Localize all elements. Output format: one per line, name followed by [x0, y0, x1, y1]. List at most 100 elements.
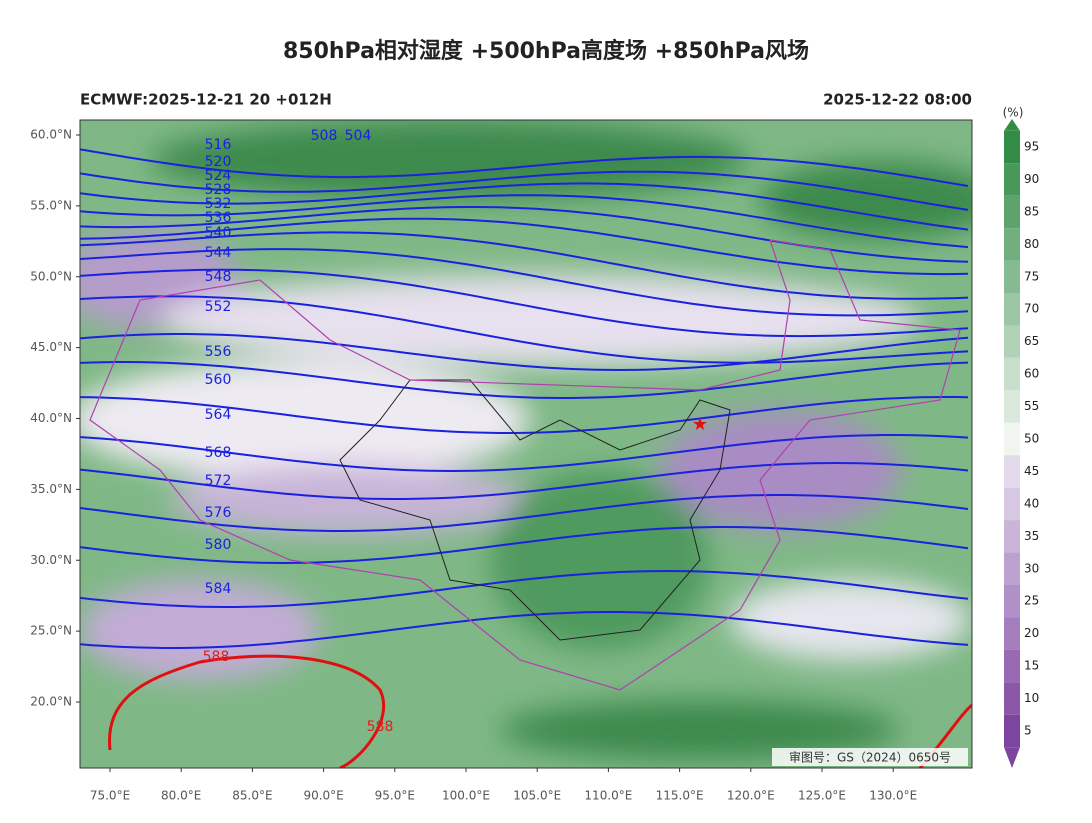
lat-label: 40.0°N [30, 411, 72, 425]
contour-label: 572 [205, 473, 232, 489]
height-contour [80, 268, 969, 338]
height-contour [80, 526, 969, 565]
contour-label: 508 [311, 128, 338, 144]
height-contour [80, 333, 969, 372]
contour-label: 544 [205, 245, 232, 261]
lon-label: 75.0°E [90, 789, 130, 803]
height-contour [80, 396, 969, 434]
contour-label: 556 [205, 344, 232, 360]
contour-labels: 516 520 524 528 532 536 540 544 548 552 … [203, 128, 394, 735]
lon-label: 90.0°E [303, 789, 343, 803]
colorbar-bin [1004, 455, 1020, 488]
height-contour [80, 248, 969, 317]
model-run: ECMWF:2025-12-21 20 +012H [80, 91, 332, 109]
contour-label: 564 [205, 407, 232, 423]
height-contour [80, 217, 969, 276]
colorbar-bin [1004, 649, 1020, 683]
colorbar-bin [1004, 195, 1020, 229]
lon-label: 85.0°E [232, 789, 272, 803]
colorbar-bottom [1004, 747, 1020, 768]
colorbar-bin [1004, 228, 1020, 261]
contour-label: 588 [203, 649, 230, 665]
colorbar-label: 45 [1024, 464, 1039, 478]
lat-label: 20.0°N [30, 695, 72, 709]
height-contour [80, 148, 969, 187]
watermark: 审图号：GS（2024）0650号 [789, 750, 951, 765]
colorbar-bin [1004, 357, 1020, 391]
lon-label: 110.0°E [584, 789, 632, 803]
lon-label: 120.0°E [727, 789, 775, 803]
contour-label: 504 [345, 128, 372, 144]
contour-label: 560 [205, 372, 232, 388]
colorbar-label: 20 [1024, 626, 1039, 640]
lon-label: 115.0°E [656, 789, 704, 803]
colorbar-label: 65 [1024, 334, 1039, 348]
svg-text:★: ★ [692, 414, 708, 435]
contour-label: 540 [205, 225, 232, 241]
colorbar-label: 85 [1024, 204, 1039, 218]
contour-label: 580 [205, 537, 232, 553]
colorbar-bin [1004, 682, 1020, 715]
colorbar-label: 80 [1024, 237, 1039, 251]
lon-label: 105.0°E [513, 789, 561, 803]
colorbar-bin [1004, 422, 1020, 456]
contour-label: 584 [205, 581, 232, 597]
colorbar-label: 30 [1024, 561, 1039, 575]
colorbar-label: 25 [1024, 594, 1039, 608]
lat-label: 55.0°N [30, 198, 72, 212]
colorbar-label: 15 [1024, 659, 1039, 673]
height-contour [80, 569, 969, 608]
colorbar-bin [1004, 714, 1020, 748]
colorbar-label: 5 [1024, 724, 1032, 738]
lon-label: 80.0°E [161, 789, 201, 803]
colorbar-bin [1004, 617, 1020, 650]
lon-label: 125.0°E [798, 789, 846, 803]
colorbar-bin [1004, 130, 1020, 164]
height-contour [80, 361, 969, 399]
lat-label: 30.0°N [30, 553, 72, 567]
height-contour [80, 494, 969, 532]
contour-label: 528 [205, 182, 232, 198]
contour-label: 520 [205, 154, 232, 170]
colorbar-label: 95 [1024, 140, 1039, 154]
colorbar-top [1004, 119, 1020, 131]
contour-label: 568 [205, 445, 232, 461]
lat-label: 35.0°N [30, 482, 72, 496]
colorbar-label: 35 [1024, 529, 1039, 543]
colorbar-bin [1004, 293, 1020, 326]
contour-label: 524 [205, 168, 232, 184]
contour-label: 552 [205, 299, 232, 315]
colorbar-unit: (%) [1003, 106, 1024, 120]
contour-label: 532 [205, 196, 232, 212]
colorbar-label: 75 [1024, 269, 1039, 283]
lat-label: 25.0°N [30, 624, 72, 638]
colorbar-bin [1004, 390, 1020, 423]
colorbar-bin [1004, 585, 1020, 618]
contour-label: 576 [205, 505, 232, 521]
height-contour [80, 434, 969, 473]
colorbar-bin [1004, 520, 1020, 553]
colorbar-label: 40 [1024, 496, 1039, 510]
colorbar-label: 10 [1024, 691, 1039, 705]
contour-label: 536 [205, 210, 232, 226]
map-frame [79, 119, 973, 769]
colorbar-bin [1004, 325, 1020, 358]
lon-label: 100.0°E [442, 789, 490, 803]
height-contour [80, 611, 969, 649]
colorbar-bin [1004, 487, 1020, 521]
contour-label: 588 [367, 719, 394, 735]
lat-label: 50.0°N [30, 269, 72, 283]
contour-label: 548 [205, 269, 232, 285]
colorbar-label: 55 [1024, 399, 1039, 413]
colorbar-bin [1004, 163, 1020, 196]
title: 850hPa相对湿度 +500hPa高度场 +850hPa风场 [283, 38, 809, 64]
colorbar-bin [1004, 552, 1020, 585]
height-contour [80, 295, 969, 364]
height-contour [80, 461, 969, 500]
lon-label: 130.0°E [869, 789, 917, 803]
height-contour [80, 170, 969, 211]
map-field: ★ [80, 120, 972, 768]
height-contour [80, 182, 969, 231]
